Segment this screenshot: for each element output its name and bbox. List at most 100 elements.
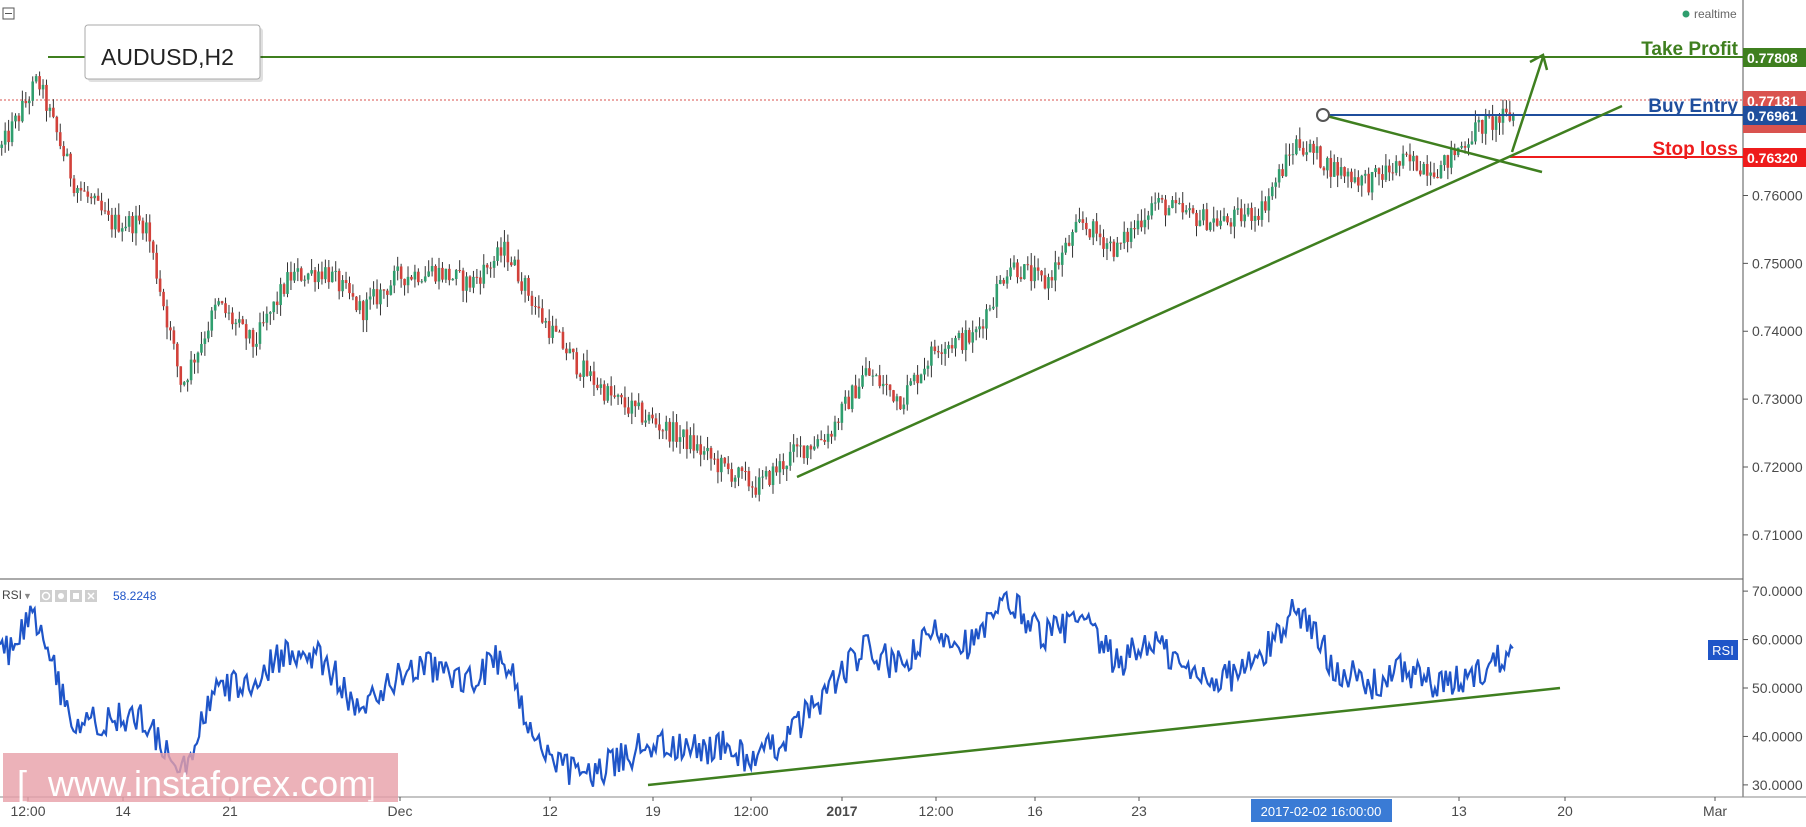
rsi-indicator-label[interactable]: RSI <box>2 588 22 602</box>
rsi-dropdown-icon[interactable]: ▼ <box>23 591 32 601</box>
candle-body <box>757 477 761 495</box>
candle-body <box>1198 220 1202 227</box>
candle-body <box>279 284 282 306</box>
candle-body <box>1367 173 1370 193</box>
candle-body <box>437 267 441 282</box>
candle-body <box>1360 175 1364 186</box>
price-trendline[interactable] <box>796 104 1623 479</box>
candle-body <box>1233 209 1236 227</box>
candle-body <box>554 325 558 332</box>
candle-body <box>465 276 468 291</box>
candle-body <box>189 359 193 381</box>
candle-body <box>268 312 272 314</box>
candle-body <box>1270 186 1274 197</box>
candle-body <box>1467 144 1470 148</box>
candle-body <box>1002 279 1005 284</box>
candle-body <box>1295 139 1298 155</box>
candle-body <box>1401 153 1405 166</box>
candle-body <box>1301 147 1305 155</box>
candle-body <box>1043 275 1047 289</box>
candle-body <box>1450 149 1453 168</box>
candle-body <box>988 308 992 310</box>
buy-entry-value: 0.76961 <box>1747 108 1798 124</box>
rsi-trendline[interactable] <box>647 686 1561 787</box>
candle-body <box>1236 208 1240 210</box>
candle-body <box>1363 173 1367 176</box>
candle-body <box>1171 200 1174 208</box>
candle-body <box>558 331 561 333</box>
entry-circle-marker[interactable] <box>1316 108 1330 122</box>
candle-body <box>1291 154 1295 156</box>
candle-body <box>1184 210 1188 213</box>
candle-body <box>671 422 675 442</box>
candle-body <box>420 281 424 283</box>
candle-body <box>664 421 668 431</box>
candle-body <box>840 403 844 423</box>
rsi-tick-label: 40.0000 <box>1752 728 1803 744</box>
candle-body <box>551 325 554 338</box>
stop-loss-value: 0.76320 <box>1747 150 1798 166</box>
candle-body <box>151 241 155 253</box>
candle-body <box>1257 215 1260 220</box>
candle-body <box>706 447 709 452</box>
candle-body <box>651 414 654 419</box>
flag-trendline[interactable] <box>1322 113 1543 174</box>
indicator-settings-icon[interactable] <box>40 590 52 602</box>
candle-body <box>1298 139 1302 148</box>
candle-body <box>472 276 475 288</box>
candle-body <box>1350 171 1353 183</box>
indicator-remove-icon[interactable] <box>85 590 97 602</box>
candle-body <box>1326 158 1329 171</box>
candle-body <box>1250 207 1253 221</box>
candle-body <box>751 486 754 488</box>
current-price-value: 0.77181 <box>1747 93 1798 109</box>
candle-body <box>62 146 65 157</box>
candle-body <box>627 407 630 414</box>
candle-body <box>48 107 52 111</box>
candle-body <box>1102 237 1105 249</box>
candle-body <box>823 439 826 442</box>
candle-body <box>813 446 816 450</box>
candle-body <box>1264 201 1267 211</box>
candle-body <box>351 293 355 297</box>
candle-body <box>1312 143 1315 153</box>
candle-body <box>403 278 406 286</box>
candle-body <box>775 466 778 473</box>
candle-body <box>795 444 799 447</box>
candle-body <box>830 433 833 437</box>
candle-body <box>45 84 48 111</box>
candle-body <box>41 84 45 90</box>
candle-body <box>134 215 138 234</box>
candle-body <box>850 385 854 409</box>
indicator-visibility-icon[interactable] <box>55 590 67 602</box>
candle-body <box>1026 264 1030 266</box>
candle-body <box>38 76 41 90</box>
stop-loss-badge <box>1743 148 1806 167</box>
indicator-format-icon[interactable] <box>70 590 82 602</box>
square-minus-icon[interactable] <box>2 7 15 20</box>
candle-body <box>10 121 14 143</box>
candle-body <box>609 386 613 396</box>
candle-body <box>1036 267 1040 271</box>
candle-body <box>313 270 317 283</box>
candle-body <box>561 331 565 349</box>
symbol-label-box[interactable]: AUDUSD,H2 <box>84 24 263 82</box>
candle-body <box>909 381 913 386</box>
candle-body <box>871 375 875 377</box>
candle-body <box>1147 215 1150 220</box>
candle-body <box>764 470 768 477</box>
candle-body <box>155 252 158 279</box>
time-tick-label: 12 <box>542 803 558 819</box>
candle-body <box>592 371 596 385</box>
candle-body <box>141 220 145 234</box>
candle-body <box>348 283 351 294</box>
candle-body <box>1040 270 1043 276</box>
candle-body <box>936 350 940 353</box>
candle-body <box>926 365 930 369</box>
candle-body <box>89 196 93 199</box>
take-profit-badge <box>1743 48 1806 67</box>
candle-body <box>1029 265 1033 282</box>
candle-body <box>454 270 458 279</box>
candle-body <box>1091 221 1095 238</box>
